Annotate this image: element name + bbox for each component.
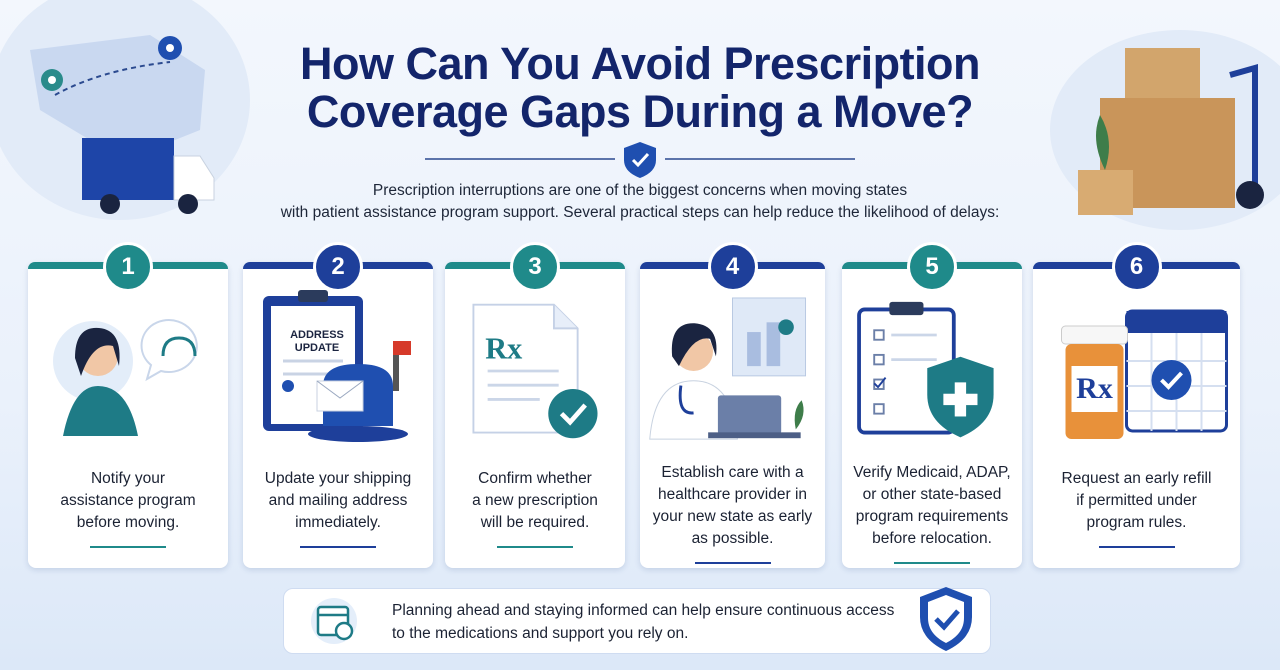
illustration-shape: [717, 395, 782, 435]
step-text: Confirm whether: [478, 470, 592, 487]
step-text: healthcare provider in: [657, 486, 808, 503]
step-underline: [894, 562, 970, 564]
step-underline: [694, 562, 771, 564]
illustration-shape: [873, 329, 885, 341]
illustration-label: UPDATE: [295, 342, 339, 354]
step-illustration: [649, 297, 807, 440]
step-text: assistance program: [60, 492, 196, 509]
illustration-shape: [140, 319, 198, 382]
step-card: 4 Establish care with a healthcare provide…: [640, 242, 825, 568]
footer-box: Planning ahead and staying informed can …: [283, 587, 991, 654]
step-underline: [300, 546, 376, 548]
title: Coverage Gaps During a Move?: [306, 86, 974, 137]
illustration-shape: [559, 403, 587, 426]
illustration-shape: [316, 380, 364, 399]
illustration-shape: [747, 332, 761, 367]
step-number: 1: [103, 242, 153, 292]
step-card: 3 Rx Confirm whether a new prescription will…: [445, 242, 625, 568]
step-text: a new prescription: [472, 492, 598, 509]
step-text: as possible.: [691, 530, 774, 547]
illustration-shape: [1071, 366, 1118, 412]
illustration-shape: [766, 322, 781, 367]
illustration-shape: [873, 403, 885, 415]
title: How Can You Avoid Prescription: [299, 38, 981, 89]
step-underline: [497, 546, 573, 548]
step-card: 6 Rx Request an early refill if permitted u…: [1033, 242, 1240, 568]
illustration-shape: [671, 323, 717, 367]
step-number: 2: [313, 242, 363, 292]
step-text: program rules.: [1086, 514, 1187, 531]
step-text: Update your shipping: [264, 470, 412, 487]
step-text: immediately.: [295, 514, 381, 531]
illustration-shape: [308, 426, 408, 442]
illustration-shape: [794, 400, 804, 430]
step-illustration: [857, 301, 994, 438]
step-text: Verify Medicaid, ADAP,: [853, 464, 1011, 481]
illustration-shape: [161, 336, 197, 357]
illustration-shape: [678, 385, 694, 415]
illustration-shape: [393, 341, 399, 391]
illustration-shape: [1061, 325, 1128, 345]
step-text: or other state-based: [862, 486, 1002, 503]
illustration-shape: [548, 389, 598, 439]
step-text: will be required.: [480, 514, 590, 531]
step-card: 5 Verify Medicaid, ADAP, or other state-ba…: [842, 242, 1022, 568]
illustration-shape: [873, 353, 885, 366]
boxes-art: [1050, 30, 1280, 230]
illustration-shape: [298, 290, 328, 302]
step-text: Establish care with a: [661, 464, 804, 481]
step-text: Notify your: [90, 470, 166, 487]
title-divider: [425, 142, 855, 178]
illustration-label: ADDRESS: [290, 329, 344, 341]
map-truck-art: [0, 0, 250, 220]
illustration-shape: [1160, 371, 1183, 390]
illustration-shape: [1126, 311, 1227, 333]
step-number: 5: [907, 242, 957, 292]
intro-text: with patient assistance program support.…: [280, 204, 1000, 221]
step-illustration: [53, 319, 198, 436]
illustration-shape: [873, 377, 887, 389]
footer-text: Planning ahead and staying informed can …: [392, 602, 895, 619]
illustration-label: Rx: [485, 332, 522, 366]
illustration-shape: [75, 327, 120, 376]
intro-text: Prescription interruptions are one of th…: [372, 182, 908, 199]
step-text: your new state as early: [652, 508, 813, 525]
step-text: before relocation.: [872, 530, 992, 547]
step-text: and mailing address: [268, 492, 408, 509]
shield-icon: [920, 587, 972, 651]
illustration-label: Rx: [1076, 372, 1113, 405]
illustration-shape: [889, 301, 924, 316]
illustration-shape: [943, 393, 978, 406]
step-underline: [1098, 546, 1175, 548]
step-card: 1 Notify your assistance program before mov…: [28, 242, 228, 568]
illustration-shape: [708, 432, 801, 439]
illustration-shape: [282, 380, 294, 392]
step-illustration: Rx: [472, 303, 598, 439]
illustration-shape: [1151, 360, 1192, 400]
step-text: if permitted under: [1076, 492, 1197, 509]
footer-text: to the medications and support you rely …: [392, 625, 689, 642]
illustration-shape: [393, 341, 411, 355]
step-card: 2 ADDRESS UPDATE Update your shipping and ma…: [243, 242, 433, 568]
step-text: before moving.: [76, 514, 180, 531]
illustration-shape: [316, 380, 364, 412]
step-number: 3: [510, 242, 560, 292]
step-text: Request an early refill: [1061, 470, 1212, 487]
illustration-shape: [778, 319, 794, 335]
calendar-icon: [311, 598, 357, 644]
step-underline: [90, 546, 166, 548]
step-illustration: Rx: [1061, 309, 1228, 439]
step-number: 4: [707, 242, 758, 292]
illustration-shape: [63, 386, 138, 436]
step-number: 6: [1111, 242, 1162, 292]
step-text: program requirements: [855, 508, 1009, 525]
